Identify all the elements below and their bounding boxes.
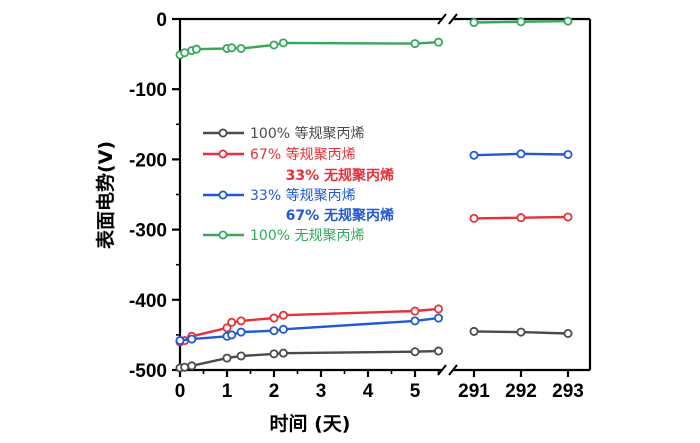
x-tick-label: 0 <box>175 381 186 402</box>
data-point <box>563 149 573 159</box>
data-point <box>410 306 420 316</box>
x-tick-label: 2 <box>269 381 280 402</box>
data-point <box>187 361 197 371</box>
data-point <box>469 18 479 28</box>
data-point <box>180 362 190 372</box>
data-point <box>269 326 279 336</box>
data-point <box>433 313 443 323</box>
y-tick-label: -200 <box>129 150 167 171</box>
data-point <box>227 43 237 53</box>
x-axis-label: 时间 (天) <box>270 413 351 435</box>
data-point <box>236 316 246 326</box>
x-tick-label: 4 <box>363 381 374 402</box>
data-point <box>563 16 573 26</box>
series-3 <box>175 149 573 346</box>
data-point <box>433 37 443 47</box>
data-point <box>269 40 279 50</box>
data-point <box>236 43 246 53</box>
data-point <box>236 327 246 337</box>
legend-label: 67% 无规聚丙烯 <box>286 207 394 224</box>
data-point <box>516 213 526 223</box>
axis-break-mark-bottom-b <box>448 364 458 376</box>
data-point <box>516 17 526 27</box>
data-point <box>278 324 288 334</box>
legend-label: 67% 等规聚丙烯 <box>250 146 356 163</box>
legend-label: 33% 等规聚丙烯 <box>250 187 356 204</box>
data-point <box>433 304 443 314</box>
axes: 0 -100 -200 -300 -400 -500 0 1 2 3 4 5 291 292 293 <box>129 10 592 402</box>
data-point <box>180 48 190 58</box>
data-point <box>516 149 526 159</box>
legend-label: 100% 无规聚丙烯 <box>250 228 364 244</box>
series-1 <box>175 326 573 373</box>
data-point <box>278 310 288 320</box>
data-point <box>563 212 573 222</box>
x-tick-label: 291 <box>458 381 490 402</box>
x-tick-label: 3 <box>316 381 327 402</box>
x-tick-label: 292 <box>505 381 537 402</box>
data-point <box>175 336 185 346</box>
x-tick-label: 1 <box>222 381 233 402</box>
data-point <box>227 317 237 327</box>
y-axis-label: 表面电势(V) <box>94 141 117 249</box>
axis-break-mark-top-a <box>437 13 447 25</box>
data-point <box>269 313 279 323</box>
data-point <box>469 150 479 160</box>
axis-break-mark-bottom-a <box>437 364 447 376</box>
series-4 <box>175 16 573 60</box>
data-point <box>516 327 526 337</box>
x-tick-label: 293 <box>552 381 584 402</box>
legend-marker <box>218 190 228 200</box>
data-point <box>563 328 573 338</box>
y-tick-label: -300 <box>129 221 167 242</box>
data-point <box>222 323 232 333</box>
data-point <box>222 353 232 363</box>
data-point <box>187 334 197 344</box>
y-tick-label: -100 <box>129 80 167 101</box>
legend-marker <box>218 149 228 159</box>
legend-label: 100% 等规聚丙烯 <box>250 125 364 142</box>
data-point <box>191 44 201 54</box>
series-layer <box>175 16 573 373</box>
legend-marker <box>218 128 228 138</box>
series-2 <box>175 212 573 347</box>
data-point <box>227 330 237 340</box>
data-point <box>278 348 288 358</box>
y-tick-label: 0 <box>156 10 167 31</box>
legend-label: 33% 无规聚丙烯 <box>286 167 394 184</box>
y-tick-label: -400 <box>129 291 167 312</box>
axis-break-mark-top-b <box>448 13 458 25</box>
y-tick-label: -500 <box>129 361 167 382</box>
legend: 100% 等规聚丙烯 67% 等规聚丙烯 33% 无规聚丙烯 33% 等规聚丙烯 67%… <box>203 125 394 244</box>
data-point <box>469 326 479 336</box>
data-point <box>410 347 420 357</box>
series-line-segment <box>179 349 439 370</box>
data-point <box>469 213 479 223</box>
data-point <box>433 346 443 356</box>
data-point <box>269 349 279 359</box>
data-point <box>236 351 246 361</box>
data-point <box>410 316 420 326</box>
series-line-segment <box>179 41 439 56</box>
data-point <box>278 38 288 48</box>
x-tick-label: 5 <box>410 381 421 402</box>
data-point <box>410 39 420 49</box>
legend-marker <box>218 230 228 240</box>
